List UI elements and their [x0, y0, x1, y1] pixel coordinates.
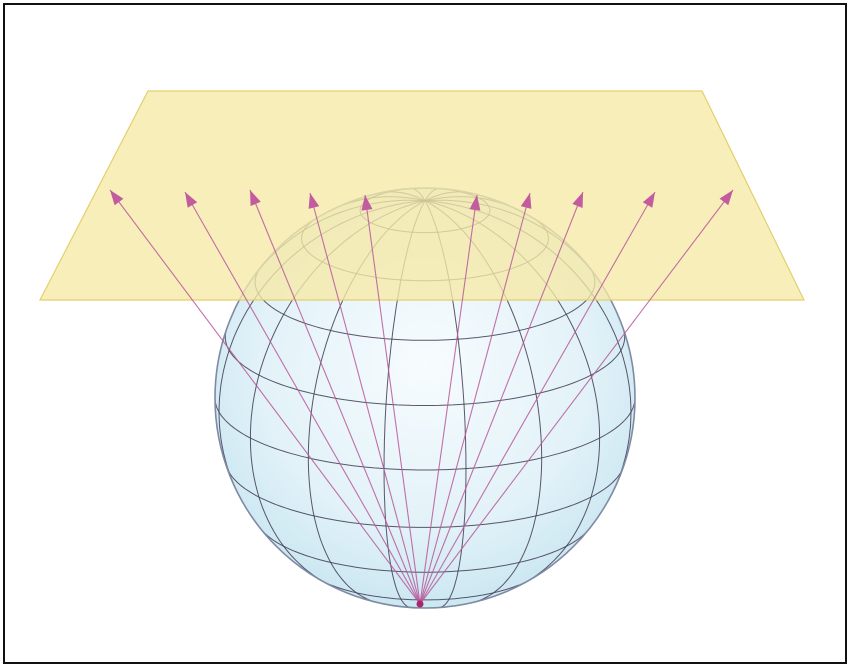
parallel-line: [261, 529, 589, 573]
projection-ray: [109, 189, 421, 605]
projection-ray: [419, 191, 656, 605]
projection-ray: [364, 194, 421, 605]
projection-ray-arrowhead: [361, 195, 373, 211]
projection-plane: [39, 90, 805, 301]
parallel-line: [320, 579, 530, 601]
projection-ray-arrowhead: [572, 192, 583, 208]
parallel-line: [254, 267, 596, 341]
south-pole-point: [416, 600, 424, 608]
parallel-line: [224, 329, 626, 406]
projection-ray-arrowhead: [250, 190, 261, 206]
parallel-line: [226, 468, 624, 528]
projection-ray: [309, 192, 421, 605]
projection-ray: [249, 189, 421, 605]
projection-ray-arrowhead: [642, 192, 655, 208]
projection-ray: [184, 191, 421, 605]
parallel-line: [215, 397, 635, 471]
projection-rays: [109, 189, 734, 605]
projection-ray: [419, 194, 478, 605]
projection-ray: [419, 189, 734, 605]
projection-ray-arrowhead: [520, 193, 532, 209]
projection-ray-arrowhead: [185, 192, 198, 208]
projection-plane-surface: [39, 90, 805, 301]
projection-ray-arrowhead: [719, 190, 733, 206]
projection-ray-arrowhead: [469, 195, 481, 211]
projection-ray: [419, 191, 584, 605]
projection-ray-arrowhead: [308, 193, 320, 209]
projection-ray: [419, 192, 531, 605]
projection-ray-arrowhead: [110, 190, 124, 206]
